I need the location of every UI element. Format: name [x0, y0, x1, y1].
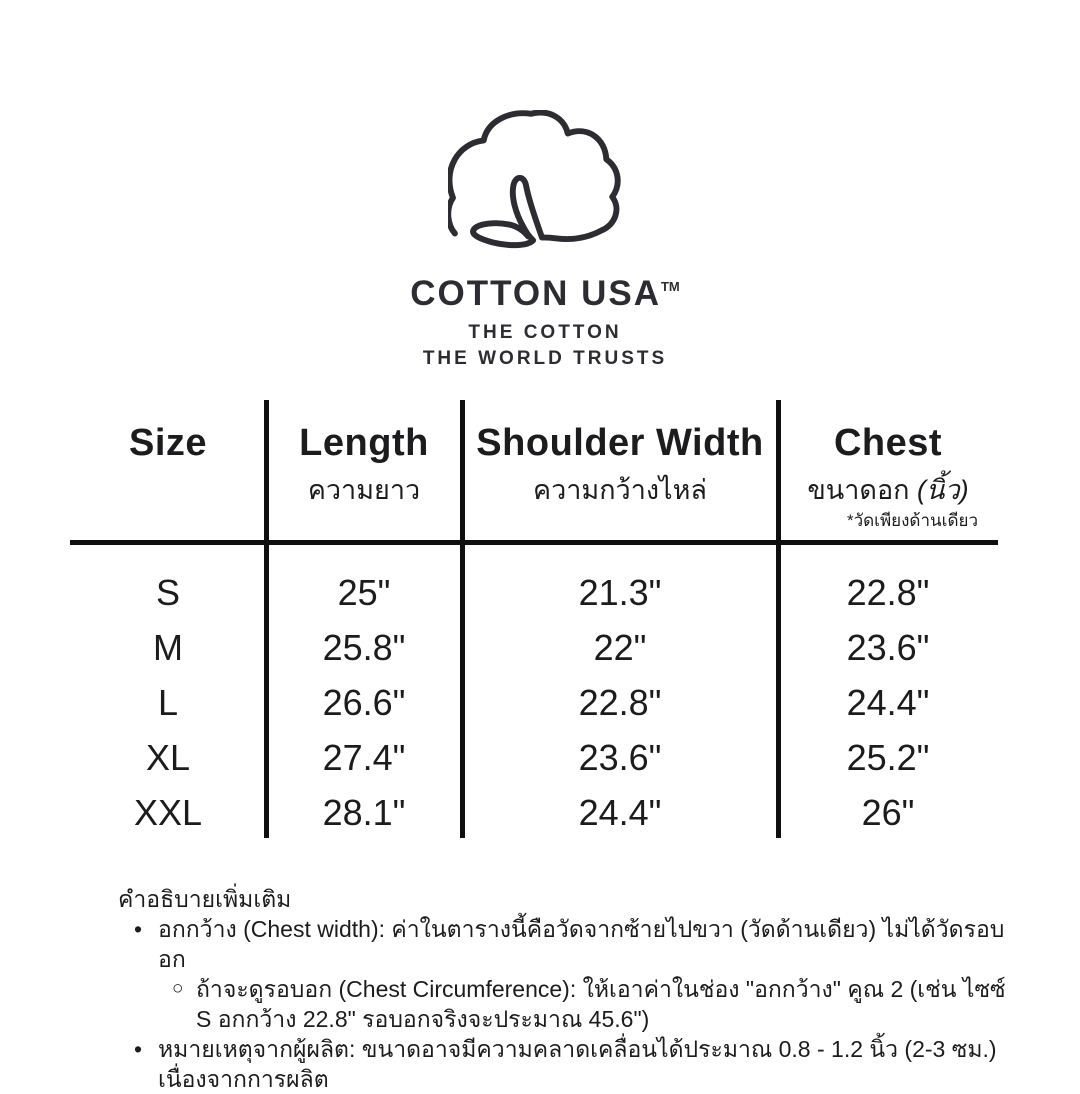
cell-shoulder: 22.8" [578, 681, 662, 723]
hollow-bullet-icon: ○ [172, 978, 184, 999]
size-table: Size Length ความยาว Shoulder Width ความก… [70, 400, 998, 838]
cell-length: 26.6" [322, 681, 406, 723]
cell-length: 28.1" [322, 791, 406, 833]
cell-chest: 25.2" [846, 736, 930, 778]
cell-length: 25" [337, 571, 391, 613]
trademark-symbol: TM [660, 279, 680, 294]
header-divider [70, 540, 998, 545]
notes-title: คำอธิบายเพิ่มเติม [118, 886, 292, 912]
logo-tagline-line2: THE WORLD TRUSTS [422, 348, 668, 369]
cell-size: M [153, 626, 183, 668]
cell-shoulder: 23.6" [578, 736, 662, 778]
logo-tagline-line1: THE COTTON [468, 322, 622, 343]
logo-name: COTTON USATM [410, 274, 680, 313]
note-chest-width: • อกกว้าง (Chest width): ค่าในตารางนี้คื… [134, 916, 1005, 972]
cell-size: S [155, 571, 180, 613]
table-header-row: Size Length ความยาว Shoulder Width ความก… [70, 400, 998, 540]
column-divider [776, 400, 781, 838]
cell-chest: 23.6" [846, 626, 930, 668]
header-shoulder-width: Shoulder Width ความกว้างไหล่ [462, 400, 778, 540]
table-body: S 25" 21.3" 22.8" M 25.8" 22" 23.6" L 26… [70, 545, 998, 840]
chest-unit: (นิ้ว) [917, 475, 969, 505]
header-length-thai: ความยาว [307, 475, 421, 505]
header-size: Size [128, 422, 208, 464]
header-chest: Chest ขนาดอก (นิ้ว) *วัดเพียงด้านเดียว [778, 400, 998, 540]
note-manufacturer: • หมายเหตุจากผู้ผลิต: ขนาดอาจมีความคลาดเ… [134, 1036, 997, 1092]
column-divider [460, 400, 465, 838]
cell-shoulder: 21.3" [578, 571, 662, 613]
header-length: Length ความยาว [266, 400, 462, 540]
cell-shoulder: 24.4" [578, 791, 662, 833]
header-chest-thai: ขนาดอก (นิ้ว) [807, 475, 969, 505]
header-shoulder-thai: ความกว้างไหล่ [533, 475, 707, 505]
cell-size: XL [145, 736, 191, 778]
bullet-icon: • [134, 1036, 143, 1062]
notes-section: คำอธิบายเพิ่มเติม • อกกว้าง (Chest width… [118, 884, 1024, 1094]
cotton-boll-icon [448, 110, 621, 249]
chest-measure-note: *วัดเพียงด้านเดียว [846, 511, 978, 530]
cell-chest: 24.4" [846, 681, 930, 723]
column-divider [264, 400, 269, 838]
bullet-icon: • [134, 916, 143, 942]
cotton-usa-logo: COTTON USATM THE COTTON THE WORLD TRUSTS [245, 268, 845, 372]
cell-chest: 26" [861, 791, 915, 833]
cell-size: L [157, 681, 179, 723]
cell-size: XXL [133, 791, 203, 833]
note-chest-circumference: ○ ถ้าจะดูรอบอก (Chest Circumference): ให… [172, 976, 1006, 1032]
cell-length: 27.4" [322, 736, 406, 778]
cell-shoulder: 22" [593, 626, 647, 668]
cell-chest: 22.8" [846, 571, 930, 613]
cell-length: 25.8" [322, 626, 406, 668]
